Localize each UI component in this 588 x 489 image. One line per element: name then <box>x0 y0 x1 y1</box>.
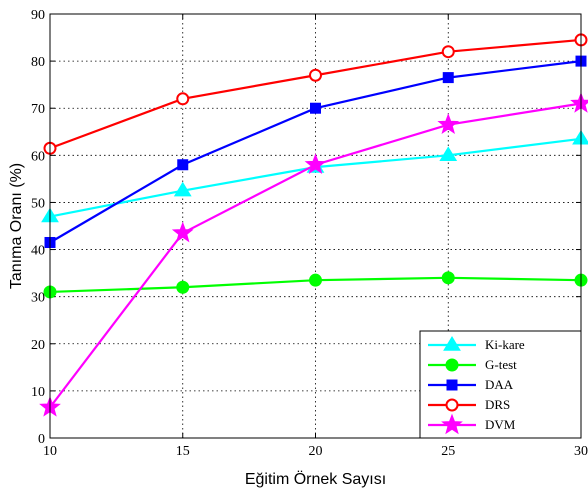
data-point <box>309 273 322 287</box>
series-daa <box>44 55 587 248</box>
data-point <box>177 159 189 171</box>
data-point <box>570 92 588 113</box>
y-tick-label: 0 <box>38 432 45 447</box>
legend-marker <box>443 336 461 351</box>
x-tick-label: 30 <box>574 444 588 459</box>
legend-marker <box>445 358 459 372</box>
y-tick-label: 70 <box>31 102 45 117</box>
data-point <box>304 153 327 175</box>
legend-marker <box>446 379 458 391</box>
data-point <box>441 271 455 285</box>
legend-marker <box>441 413 463 435</box>
legend-marker <box>445 398 459 412</box>
series-line <box>49 60 582 244</box>
y-axis-title: Tanıma Oranı (%) <box>8 163 25 289</box>
legend-item: G-test <box>428 357 517 372</box>
series-line <box>49 137 582 218</box>
legend-label: DRS <box>485 397 510 412</box>
x-tick-label: 25 <box>441 444 455 459</box>
data-point <box>309 68 322 82</box>
legend-label: Ki-kare <box>485 337 525 352</box>
legend-label: G-test <box>485 357 517 372</box>
y-axis-ticks: 0 10 20 30 40 50 60 70 80 90 <box>31 8 581 447</box>
legend-label: DAA <box>485 377 514 392</box>
y-tick-label: 30 <box>31 291 45 306</box>
y-tick-label: 80 <box>31 55 45 70</box>
data-point <box>176 280 190 294</box>
x-tick-label: 10 <box>43 444 57 459</box>
legend: Ki-kare G-test DAA DRS DVM <box>419 330 582 439</box>
x-axis-title: Eğitim Örnek Sayısı <box>245 470 386 488</box>
data-point <box>437 113 460 134</box>
data-point <box>176 92 190 106</box>
legend-item: DRS <box>428 397 510 412</box>
legend-item: DVM <box>428 413 516 435</box>
data-point <box>442 72 454 84</box>
legend-label: DVM <box>485 417 516 432</box>
y-tick-label: 40 <box>31 244 45 259</box>
y-tick-label: 20 <box>31 338 45 353</box>
data-point <box>310 102 321 114</box>
x-tick-label: 20 <box>309 444 323 459</box>
y-tick-label: 90 <box>31 8 45 23</box>
series-ki-kare <box>41 129 588 223</box>
y-tick-label: 50 <box>31 196 45 211</box>
y-tick-label: 60 <box>31 149 45 164</box>
data-point <box>171 221 194 243</box>
legend-item: Ki-kare <box>428 336 525 352</box>
data-point <box>173 181 192 197</box>
plot-frame <box>49 13 582 439</box>
y-tick-label: 10 <box>31 385 45 400</box>
data-point <box>439 146 458 162</box>
legend-item: DAA <box>428 377 514 392</box>
data-point <box>441 45 455 59</box>
x-tick-label: 15 <box>176 444 190 459</box>
